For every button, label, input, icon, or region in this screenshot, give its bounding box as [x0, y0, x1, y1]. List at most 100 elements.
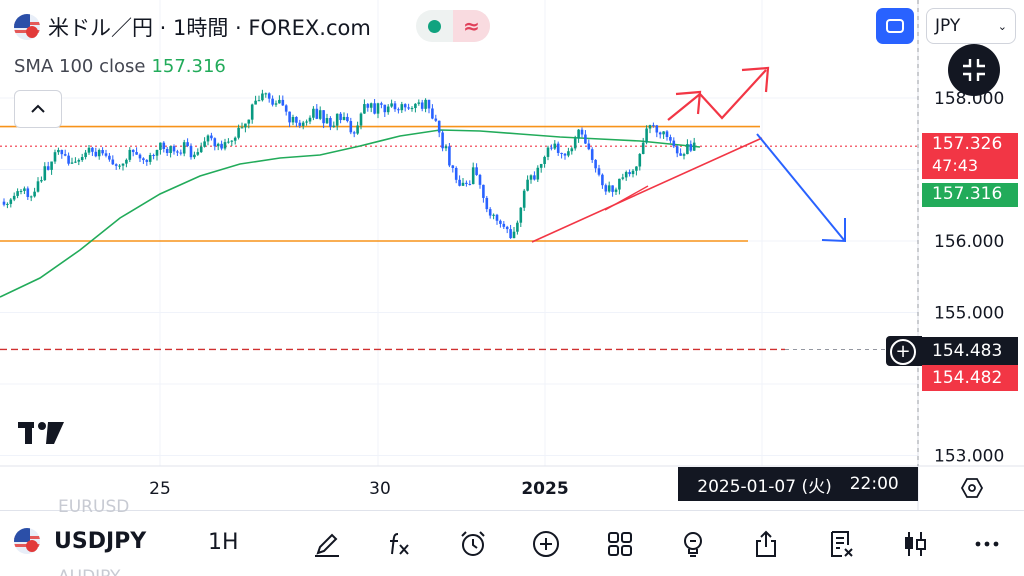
candle-body — [631, 170, 635, 175]
candle-body — [356, 125, 359, 134]
candle-body — [257, 100, 261, 102]
candle-body — [46, 166, 50, 170]
bottom-toolbar: EURUSD AUDJPY USDJPY 1H — [0, 497, 1024, 576]
candle-body — [159, 142, 162, 150]
candle-body — [386, 106, 390, 113]
candle-body — [135, 152, 138, 155]
candle-body — [118, 165, 121, 167]
candle-body — [519, 207, 523, 223]
candle-body — [97, 150, 101, 157]
price-chart[interactable]: 158.000 156.000 155.000 153.000 25 30 2025 — [0, 0, 1024, 510]
candle-body — [176, 151, 179, 153]
symbol-selector[interactable]: USDJPY — [14, 528, 146, 554]
candle-body — [359, 113, 363, 126]
candle-body — [87, 147, 91, 153]
candle-body — [373, 103, 376, 114]
candle-body — [203, 141, 206, 147]
x-tick-label: 2025 — [521, 479, 568, 499]
grid-icon[interactable] — [601, 525, 639, 563]
candle-body — [567, 151, 570, 156]
x-tick-label: 25 — [149, 479, 171, 499]
candle-body — [33, 191, 36, 197]
chart-settings-icon[interactable] — [960, 476, 984, 505]
candle-body — [63, 154, 67, 156]
sma-legend[interactable]: SMA 100 close 157.316 — [14, 56, 226, 77]
candle-body — [16, 191, 19, 196]
candle-body — [108, 155, 111, 160]
candle-body — [220, 143, 223, 149]
candle-body — [499, 220, 502, 224]
market-status-pill[interactable]: ≈ — [416, 10, 490, 42]
list-icon[interactable] — [822, 525, 860, 563]
candle-body — [145, 160, 149, 162]
collapse-fullscreen-button[interactable] — [948, 44, 1000, 96]
currency-select[interactable]: JPY ⌄ — [926, 8, 1016, 44]
candle-body — [672, 140, 676, 147]
candle-body — [682, 154, 686, 156]
candle-body — [67, 155, 70, 164]
candle-body — [29, 196, 33, 198]
candle-body — [36, 181, 40, 192]
y-tick-label: 153.000 — [934, 447, 1004, 467]
candle-body — [43, 166, 47, 181]
candle-body — [213, 138, 217, 147]
crosshair-secondary-tag: 154.482 — [922, 365, 1018, 391]
candle-body — [512, 231, 516, 239]
candle-body — [26, 188, 30, 197]
draw-icon[interactable] — [308, 525, 346, 563]
crosshair-time: 22:00 — [849, 474, 899, 494]
scroll-up-button[interactable] — [14, 90, 62, 128]
candle-body — [444, 146, 448, 149]
candle-body — [689, 144, 693, 151]
candle-body — [614, 189, 618, 192]
idea-icon[interactable] — [674, 525, 712, 563]
more-icon[interactable] — [968, 525, 1006, 563]
candle-body — [577, 129, 580, 139]
crosshair-price-tag: 154.483 — [922, 337, 1018, 365]
chart-title: 米ドル／円 · 1時間 · FOREX.com — [48, 16, 371, 40]
interval-selector[interactable]: 1H — [208, 530, 239, 555]
candle-body — [40, 180, 43, 182]
chevron-down-icon: ⌄ — [997, 19, 1007, 33]
candle-body — [114, 164, 118, 166]
candle-body — [189, 145, 193, 158]
candle-body — [288, 111, 291, 123]
candle-body — [448, 146, 451, 166]
candle-icon[interactable] — [896, 525, 934, 563]
candle-body — [570, 148, 574, 152]
candle-body — [601, 174, 604, 186]
candle-body — [291, 116, 295, 123]
candle-body — [624, 172, 628, 178]
x-tick-label: 30 — [369, 479, 391, 499]
fx-icon[interactable] — [380, 525, 418, 563]
candle-body — [182, 142, 186, 154]
candle-body — [199, 146, 203, 153]
market-open-dot-icon — [416, 10, 453, 42]
candle-body — [635, 166, 638, 171]
trendline-short — [604, 185, 649, 211]
last-price-value: 157.326 — [932, 134, 1003, 154]
candle-body — [628, 172, 631, 175]
candle-body — [138, 154, 142, 159]
candle-body — [420, 102, 424, 109]
candle-body — [315, 108, 319, 119]
candle-body — [152, 154, 155, 156]
candle-body — [172, 146, 176, 152]
currency-value: JPY — [935, 16, 961, 36]
add-alert-plus-icon[interactable]: + — [890, 339, 916, 365]
candle-body — [495, 214, 499, 221]
share-icon[interactable] — [747, 525, 785, 563]
candle-body — [539, 163, 543, 168]
add-icon[interactable] — [527, 525, 565, 563]
crosshair-date: 2025-01-07 (火) — [697, 476, 832, 497]
candle-body — [638, 153, 642, 167]
candle-body — [594, 159, 597, 169]
candle-body — [560, 152, 563, 154]
y-tick-label: 156.000 — [934, 232, 1004, 252]
alarm-icon[interactable] — [454, 525, 492, 563]
candle-body — [390, 103, 393, 107]
auto-fit-button[interactable] — [876, 8, 914, 44]
candle-body — [206, 135, 210, 142]
candle-body — [233, 137, 237, 141]
candle-body — [417, 102, 421, 104]
